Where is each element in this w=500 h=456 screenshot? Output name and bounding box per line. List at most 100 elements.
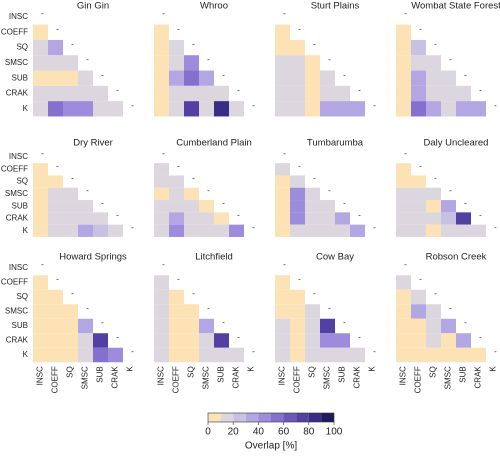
col-label: CRAK bbox=[474, 366, 483, 389]
heat-cell bbox=[108, 224, 123, 237]
col-label: CRAK bbox=[111, 366, 120, 389]
heat-cell bbox=[63, 318, 78, 334]
heat-cell bbox=[305, 187, 320, 201]
heat-cell bbox=[290, 347, 305, 363]
heat-cell bbox=[33, 318, 48, 334]
diagonal-mark: - bbox=[479, 333, 482, 342]
heat-cell bbox=[320, 70, 335, 86]
diagonal-mark: - bbox=[464, 198, 467, 207]
diagonal-mark: - bbox=[222, 318, 225, 327]
heat-cell bbox=[441, 224, 456, 237]
heat-cell bbox=[305, 55, 320, 71]
diagonal-mark: - bbox=[328, 55, 331, 64]
heat-cell bbox=[199, 318, 214, 334]
heat-cell bbox=[93, 85, 108, 102]
diagonal-mark: - bbox=[192, 289, 195, 298]
colorbar-bin bbox=[258, 413, 271, 422]
heat-cell bbox=[411, 224, 426, 237]
heat-cell bbox=[93, 347, 108, 363]
diagonal-mark: - bbox=[41, 260, 44, 269]
heat-cell bbox=[320, 212, 335, 225]
heat-cell bbox=[93, 101, 108, 117]
heat-cell bbox=[305, 304, 320, 319]
heat-cell bbox=[33, 70, 48, 86]
heat-cell bbox=[33, 187, 48, 201]
heat-cell bbox=[290, 289, 305, 305]
heat-cell bbox=[441, 70, 456, 86]
col-label: CRAK bbox=[232, 366, 241, 389]
diagonal-mark: - bbox=[71, 40, 74, 49]
heat-cell bbox=[396, 55, 411, 71]
heat-cell bbox=[320, 333, 335, 348]
diagonal-mark: - bbox=[71, 174, 74, 183]
diagonal-mark: - bbox=[313, 40, 316, 49]
heat-cell bbox=[305, 318, 320, 334]
heat-cell bbox=[275, 175, 290, 188]
heat-cell bbox=[154, 224, 169, 237]
diagonal-mark: - bbox=[101, 70, 104, 79]
heat-cell bbox=[63, 200, 78, 213]
heat-cell bbox=[33, 55, 48, 71]
row-label: SQ bbox=[16, 177, 28, 186]
heat-cell bbox=[63, 85, 78, 102]
heat-cell bbox=[48, 212, 63, 225]
heat-cell bbox=[78, 200, 93, 213]
diagonal-mark: - bbox=[404, 9, 407, 18]
heat-cell bbox=[214, 333, 229, 348]
heat-cell bbox=[169, 347, 184, 363]
heat-cell bbox=[48, 347, 63, 363]
heat-cell bbox=[78, 212, 93, 225]
heat-cell bbox=[411, 318, 426, 334]
heat-cell bbox=[154, 55, 169, 71]
heat-cell bbox=[48, 85, 63, 102]
colorbar-tick-label: 100 bbox=[326, 427, 343, 438]
heat-cell bbox=[63, 187, 78, 201]
row-label: COEFF bbox=[1, 27, 28, 36]
heat-cell bbox=[154, 304, 169, 319]
heat-cell bbox=[350, 224, 365, 237]
heat-cell bbox=[411, 333, 426, 348]
col-label: INSC bbox=[278, 366, 287, 385]
heat-cell bbox=[275, 187, 290, 201]
diagonal-mark: - bbox=[101, 318, 104, 327]
heat-cell bbox=[350, 101, 365, 117]
heat-cell bbox=[290, 70, 305, 86]
diagonal-mark: - bbox=[343, 318, 346, 327]
row-label: K bbox=[23, 350, 29, 359]
heat-cell bbox=[184, 200, 199, 213]
heat-cell bbox=[154, 200, 169, 213]
diagonal-mark: - bbox=[479, 86, 482, 95]
diagonal-mark: - bbox=[86, 186, 89, 195]
heat-cell bbox=[48, 101, 63, 117]
heat-cell bbox=[214, 101, 229, 117]
heat-cell bbox=[275, 318, 290, 334]
heat-cell bbox=[169, 101, 184, 117]
diagonal-mark: - bbox=[313, 289, 316, 298]
heat-cell bbox=[456, 212, 471, 225]
diagonal-mark: - bbox=[131, 223, 134, 232]
col-label: K bbox=[126, 366, 135, 372]
heat-cell bbox=[411, 289, 426, 305]
heat-cell bbox=[154, 175, 169, 188]
heat-cell bbox=[33, 85, 48, 102]
heat-cell bbox=[396, 85, 411, 102]
colorbar-bin bbox=[233, 413, 246, 422]
col-label: K bbox=[368, 366, 377, 372]
row-label: COEFF bbox=[1, 164, 28, 173]
heat-cell bbox=[350, 347, 365, 363]
heat-cell bbox=[275, 200, 290, 213]
heat-cell bbox=[441, 318, 456, 334]
diagonal-mark: - bbox=[419, 275, 422, 284]
diagonal-mark: - bbox=[207, 304, 210, 313]
diagonal-mark: - bbox=[177, 24, 180, 33]
diagonal-mark: - bbox=[358, 211, 361, 220]
heat-cell bbox=[290, 85, 305, 102]
heat-cell bbox=[154, 318, 169, 334]
diagonal-mark: - bbox=[177, 275, 180, 284]
diagonal-mark: - bbox=[192, 40, 195, 49]
heat-cell bbox=[33, 289, 48, 305]
diagonal-mark: - bbox=[116, 211, 119, 220]
diagonal-mark: - bbox=[222, 198, 225, 207]
heat-cell bbox=[426, 304, 441, 319]
heat-cell bbox=[396, 304, 411, 319]
